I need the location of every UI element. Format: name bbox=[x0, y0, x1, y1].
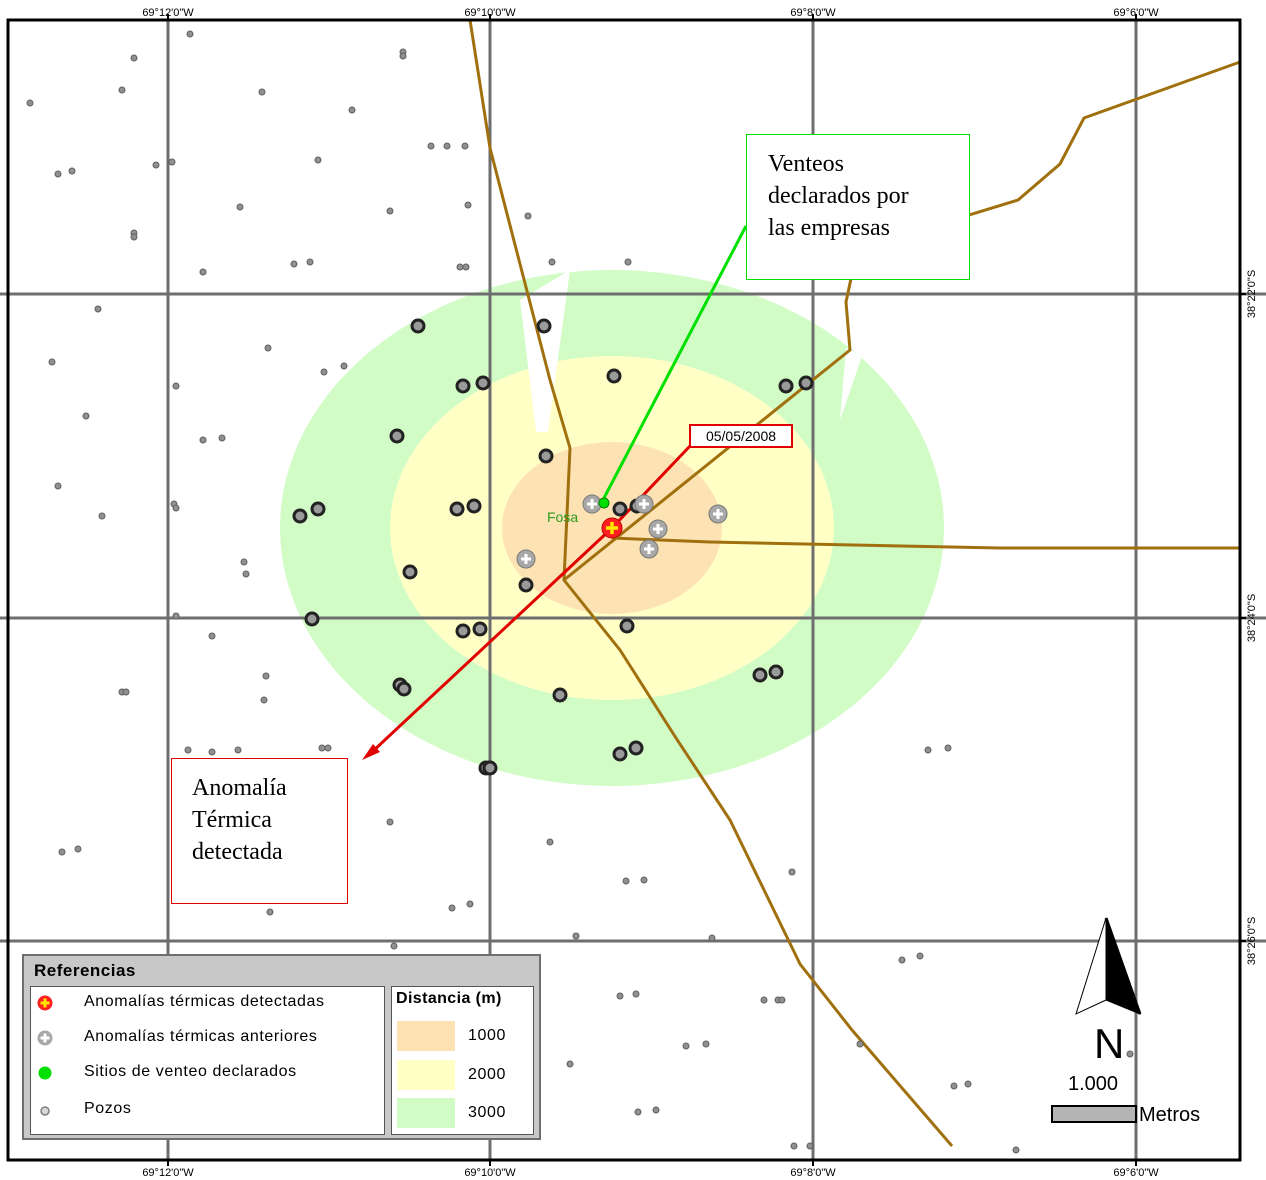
detected-anomaly bbox=[601, 517, 623, 539]
callout-venteos: Venteos declarados por las empresas bbox=[746, 134, 970, 280]
north-letter: N bbox=[1094, 1020, 1125, 1067]
coord-bottom-1: 69°12'0"W bbox=[142, 1167, 194, 1179]
coord-top-4: 69°6'0"W bbox=[1113, 7, 1159, 19]
scale-value: 1.000 bbox=[1068, 1073, 1119, 1095]
legend-distance-title: Distancia (m) bbox=[396, 990, 502, 1007]
large-wells bbox=[292, 318, 814, 776]
coord-top-3: 69°8'0"W bbox=[790, 7, 836, 19]
callout-anomalia-line: Térmica bbox=[192, 807, 272, 833]
distance-label: 3000 bbox=[468, 1104, 506, 1121]
legend-item-label: Sitios de venteo declarados bbox=[84, 1063, 297, 1080]
callout-venteos-line: Venteos bbox=[768, 151, 844, 177]
distance-label: 2000 bbox=[468, 1066, 506, 1083]
buffer-gap bbox=[840, 348, 862, 420]
legend-distance: Distancia (m) 1000 2000 3000 bbox=[391, 986, 534, 1135]
coord-bottom-3: 69°8'0"W bbox=[790, 1167, 836, 1179]
venteo-leader bbox=[602, 225, 748, 499]
north-arrow-icon bbox=[1075, 917, 1142, 1015]
coord-side-2: 38°24'0"S bbox=[1246, 593, 1258, 643]
legend-item-label: Anomalías térmicas detectadas bbox=[84, 993, 325, 1010]
coord-side-3: 38°26'0"S bbox=[1246, 916, 1258, 966]
coord-side-1: 38°22'0"S bbox=[1246, 269, 1258, 319]
coord-bottom-4: 69°6'0"W bbox=[1113, 1167, 1159, 1179]
callout-venteos-line: declarados por bbox=[768, 183, 909, 209]
map-frame bbox=[6, 18, 1242, 1162]
scale-unit: Metros bbox=[1139, 1104, 1201, 1126]
anomaly-date-label: 05/05/2008 bbox=[689, 424, 793, 448]
distance-swatch bbox=[397, 1060, 455, 1090]
green-dot-icon bbox=[38, 1066, 52, 1080]
gray-cross-icon bbox=[37, 1030, 53, 1046]
distance-label: 1000 bbox=[468, 1027, 506, 1044]
callout-venteos-line: las empresas bbox=[768, 215, 890, 241]
scale-bar bbox=[1051, 1105, 1137, 1123]
legend-symbols: Anomalías térmicas detectadas Anomalías … bbox=[30, 986, 385, 1135]
small-wells bbox=[26, 30, 1134, 1154]
anomaly-arrow-line bbox=[370, 526, 614, 754]
venteo-site bbox=[598, 497, 610, 509]
red-cross-icon bbox=[37, 995, 53, 1011]
distance-swatch bbox=[397, 1098, 455, 1128]
coord-bottom-2: 69°10'0"W bbox=[464, 1167, 516, 1179]
callout-anomalia: Anomalía Térmica detectada bbox=[171, 758, 348, 904]
legend-item-label: Anomalías térmicas anteriores bbox=[84, 1028, 318, 1045]
legend: Referencias Anomalías térmicas detectada… bbox=[22, 954, 541, 1140]
coord-top-2: 69°10'0"W bbox=[464, 7, 516, 19]
distance-swatch bbox=[397, 1021, 455, 1051]
callout-anomalia-line: detectada bbox=[192, 839, 283, 865]
legend-item-label: Pozos bbox=[84, 1100, 132, 1117]
anomaly-arrowhead bbox=[362, 744, 380, 760]
callout-anomalia-line: Anomalía bbox=[192, 775, 287, 801]
fosa-label: Fosa bbox=[547, 509, 579, 525]
legend-title: Referencias bbox=[34, 961, 136, 980]
well-icon bbox=[40, 1106, 50, 1116]
coord-top-1: 69°12'0"W bbox=[142, 7, 194, 19]
